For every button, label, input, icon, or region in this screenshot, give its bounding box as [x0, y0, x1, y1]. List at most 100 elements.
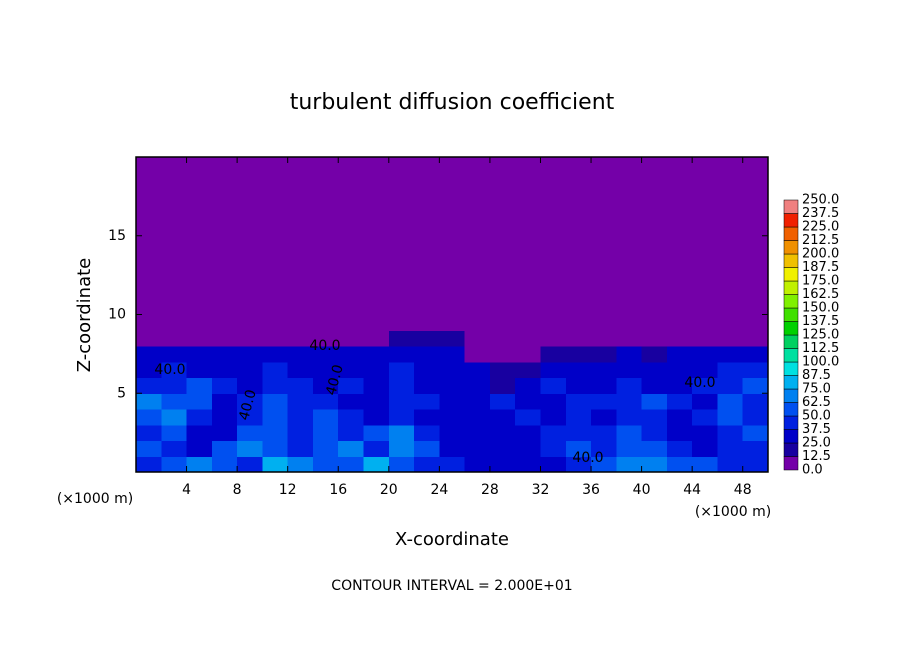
field-cell [287, 172, 314, 189]
field-cell [565, 377, 592, 394]
field-cell [591, 267, 617, 284]
contour-interval: CONTOUR INTERVAL = 2.000E+01 [331, 578, 572, 594]
field-cell [565, 409, 592, 426]
field-cell [161, 157, 188, 174]
field-cell [742, 283, 769, 300]
contour-label: 40.0 [323, 363, 347, 397]
field-cell [489, 235, 516, 252]
field-cell [161, 377, 188, 394]
field-cell [717, 157, 744, 174]
field-cell [211, 267, 238, 284]
field-cell [414, 298, 440, 315]
field-cell [237, 188, 263, 205]
field-cell [666, 377, 693, 394]
field-cell [439, 251, 466, 268]
field-cell [692, 440, 718, 457]
field-cell [136, 172, 162, 189]
field-cell [237, 424, 263, 441]
field-cell [439, 267, 466, 284]
field-cell [616, 456, 643, 473]
field-cell [464, 204, 491, 221]
field-cell [692, 251, 718, 268]
field-cell [464, 361, 491, 378]
field-cell [262, 330, 289, 347]
x-tick-label: 4 [182, 482, 191, 498]
field-cell [237, 440, 263, 457]
field-cell [211, 361, 238, 378]
field-cell [717, 361, 744, 378]
field-cell [161, 267, 188, 284]
field-cell [388, 377, 415, 394]
field-cell [616, 251, 643, 268]
field-cell [439, 283, 466, 300]
field-cell [591, 330, 617, 347]
y-tick-label: 15 [108, 228, 126, 244]
field-cell [692, 267, 718, 284]
field-cell [616, 440, 643, 457]
colorbar-label: 237.5 [802, 206, 839, 221]
field-cell [312, 377, 339, 394]
field-cell [489, 440, 516, 457]
field-cell [287, 377, 314, 394]
field-cell [489, 220, 516, 237]
field-cell [666, 283, 693, 300]
field-cell [211, 283, 238, 300]
field-cell [388, 330, 415, 347]
field-cell [338, 377, 365, 394]
field-cell [692, 188, 718, 205]
field-cell [515, 235, 541, 252]
field-cell [237, 456, 263, 473]
field-cell [414, 172, 440, 189]
field-cell [338, 251, 365, 268]
field-cell [489, 188, 516, 205]
field-cell [692, 330, 718, 347]
field-cell [616, 283, 643, 300]
field-cell [515, 409, 541, 426]
x-unit: (×1000 m) [695, 504, 771, 520]
field-cell [414, 283, 440, 300]
field-cell [666, 393, 693, 410]
field-cell [666, 188, 693, 205]
field-cell [262, 377, 289, 394]
colorbar-segment [783, 334, 799, 349]
field-cell [262, 283, 289, 300]
field-cell [312, 409, 339, 426]
field-cell [161, 204, 188, 221]
field-cell [414, 346, 440, 363]
field-cell [136, 377, 162, 394]
field-cell [641, 235, 668, 252]
field-cell [312, 235, 339, 252]
field-cell [439, 424, 466, 441]
field-cell [262, 409, 289, 426]
colorbar-label: 0.0 [802, 463, 823, 478]
field-cell [666, 204, 693, 221]
field-cell [515, 283, 541, 300]
field-cell [211, 409, 238, 426]
x-tick-label: 40 [633, 482, 651, 498]
field-cell [540, 314, 567, 331]
field-cell [717, 377, 744, 394]
field-cell [338, 314, 365, 331]
field-cell [540, 267, 567, 284]
colorbar-segment [783, 442, 799, 457]
field-cell [136, 283, 162, 300]
field-cell [136, 314, 162, 331]
chart-title: turbulent diffusion coefficient [290, 90, 615, 115]
field-cell [211, 235, 238, 252]
field-cell [363, 157, 390, 174]
field-cell [742, 361, 769, 378]
field-cell [717, 424, 744, 441]
field-cell [312, 172, 339, 189]
field-cell [742, 188, 769, 205]
field-cell [287, 204, 314, 221]
field-cell [287, 409, 314, 426]
field-cell [666, 235, 693, 252]
field-cell [237, 267, 263, 284]
field-cell [161, 283, 188, 300]
field-cell [388, 298, 415, 315]
field-cell [565, 188, 592, 205]
field-cell [237, 220, 263, 237]
field-cell [641, 314, 668, 331]
field-cell [388, 220, 415, 237]
field-cell [515, 157, 541, 174]
